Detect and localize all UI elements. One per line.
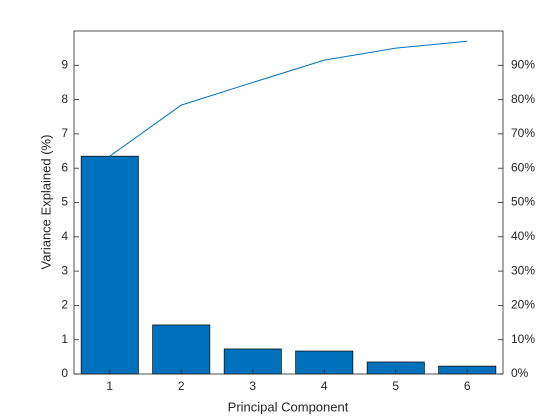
y-tick-label: 0 bbox=[61, 366, 68, 380]
y-tick-label: 1 bbox=[61, 332, 68, 346]
y-tick-label: 2 bbox=[61, 298, 68, 312]
y-tick-label: 3 bbox=[61, 263, 68, 277]
y-tick-label: 5 bbox=[61, 195, 68, 209]
x-axis-label: Principal Component bbox=[228, 399, 349, 414]
y-tick-label: 9 bbox=[61, 57, 68, 71]
x-tick-label: 3 bbox=[249, 379, 256, 393]
y2-tick-label: 10% bbox=[511, 332, 535, 346]
bar bbox=[80, 155, 139, 375]
y-tick-label: 6 bbox=[61, 160, 68, 174]
x-tick-label: 4 bbox=[321, 379, 328, 393]
y2-tick-label: 80% bbox=[511, 92, 535, 106]
y2-tick-label: 70% bbox=[511, 126, 535, 140]
y2-tick-label: 50% bbox=[511, 195, 535, 209]
y-tick-label: 8 bbox=[61, 92, 68, 106]
y2-tick-label: 60% bbox=[511, 160, 535, 174]
x-tick-label: 5 bbox=[392, 379, 399, 393]
x-tick-label: 6 bbox=[464, 379, 471, 393]
cumulative-line bbox=[109, 40, 468, 157]
y2-tick-label: 20% bbox=[511, 298, 535, 312]
y-tick-label: 7 bbox=[61, 126, 68, 140]
x-tick-label: 2 bbox=[178, 379, 185, 393]
x-tick-label: 1 bbox=[106, 379, 113, 393]
y-tick-label: 4 bbox=[61, 229, 68, 243]
y2-tick-label: 90% bbox=[511, 57, 535, 71]
y2-tick-label: 40% bbox=[511, 229, 535, 243]
y2-tick-label: 30% bbox=[511, 263, 535, 277]
y-axis-label: Variance Explained (%) bbox=[38, 135, 53, 270]
bar bbox=[152, 324, 211, 375]
y2-tick-label: 0% bbox=[511, 366, 529, 380]
